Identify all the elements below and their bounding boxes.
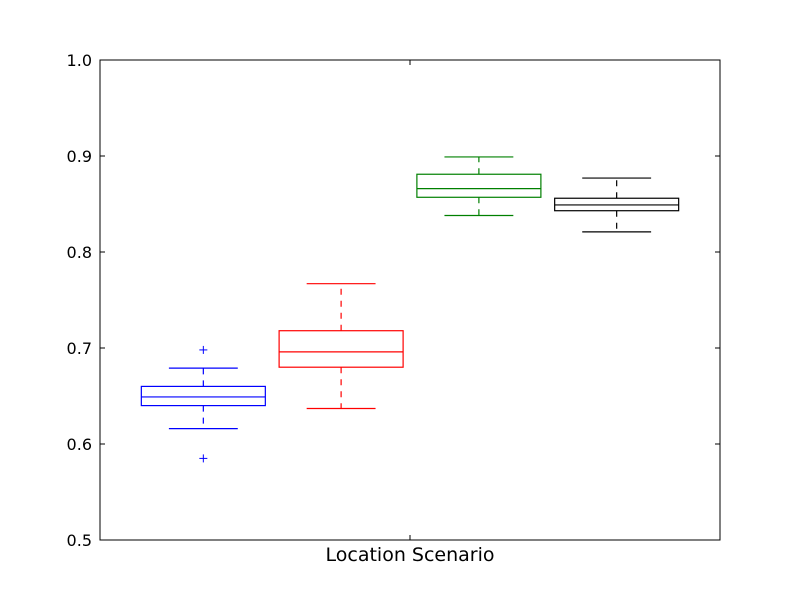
box-4 (554, 177, 680, 233)
interquartile-box (416, 173, 542, 198)
box-1 (140, 345, 266, 463)
plot-frame (99, 59, 721, 541)
outlier-marker (199, 345, 208, 354)
y-tick-label: 0.5 (67, 531, 92, 550)
interquartile-box (140, 385, 266, 407)
x-axis-title: Location Scenario (326, 544, 495, 566)
interquartile-box (278, 330, 404, 368)
y-tick-label: 0.9 (67, 147, 92, 166)
y-tick-label: 0.8 (67, 243, 92, 262)
outlier-marker (199, 454, 208, 463)
box-2 (278, 283, 404, 410)
y-tick-label: 1.0 (67, 51, 92, 70)
y-tick-label: 0.6 (67, 435, 92, 454)
box-series-group (140, 156, 680, 463)
y-axis-ticks: 0.5 0.6 0.7 0.8 0.9 1.0 (67, 51, 720, 550)
box-3 (416, 156, 542, 217)
y-tick-label: 0.7 (67, 339, 92, 358)
